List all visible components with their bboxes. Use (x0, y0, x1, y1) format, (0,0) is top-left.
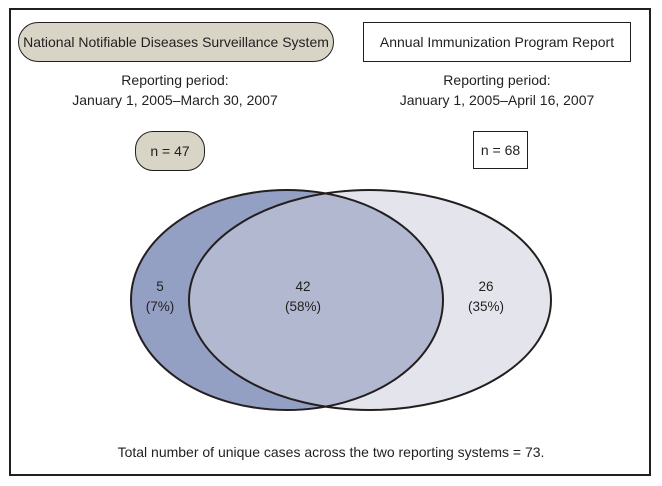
right-only-pct: (35%) (468, 299, 504, 314)
left-only-count: 5 (156, 279, 164, 294)
figure-frame (9, 8, 651, 476)
nndss-count-box: n = 47 (135, 131, 205, 171)
nndss-title: National Notifiable Diseases Surveillanc… (23, 34, 329, 50)
aipr-count-box: n = 68 (473, 131, 528, 169)
right-only-count: 26 (478, 279, 493, 294)
aipr-period-label: Reporting period: (443, 72, 551, 88)
aipr-title: Annual Immunization Program Report (379, 34, 615, 50)
nndss-ellipse-outline (130, 189, 444, 411)
nndss-period-dates: January 1, 2005–March 30, 2007 (72, 92, 278, 108)
overlap-count: 42 (295, 279, 310, 294)
overlap-region (189, 190, 443, 410)
aipr-period: Reporting period: January 1, 2005–April … (362, 70, 632, 110)
left-only-pct: (7%) (146, 299, 175, 314)
aipr-period-dates: January 1, 2005–April 16, 2007 (399, 92, 595, 108)
nndss-period: Reporting period: January 1, 2005–March … (40, 70, 310, 110)
footer-total: Total number of unique cases across the … (117, 444, 545, 460)
aipr-ellipse-outline (188, 189, 552, 411)
nndss-count: n = 47 (150, 143, 190, 159)
nndss-title-box: National Notifiable Diseases Surveillanc… (18, 22, 334, 62)
overlap-pct: (58%) (285, 299, 321, 314)
aipr-count: n = 68 (480, 142, 521, 158)
aipr-title-box: Annual Immunization Program Report (363, 22, 631, 62)
nndss-period-label: Reporting period: (121, 72, 229, 88)
